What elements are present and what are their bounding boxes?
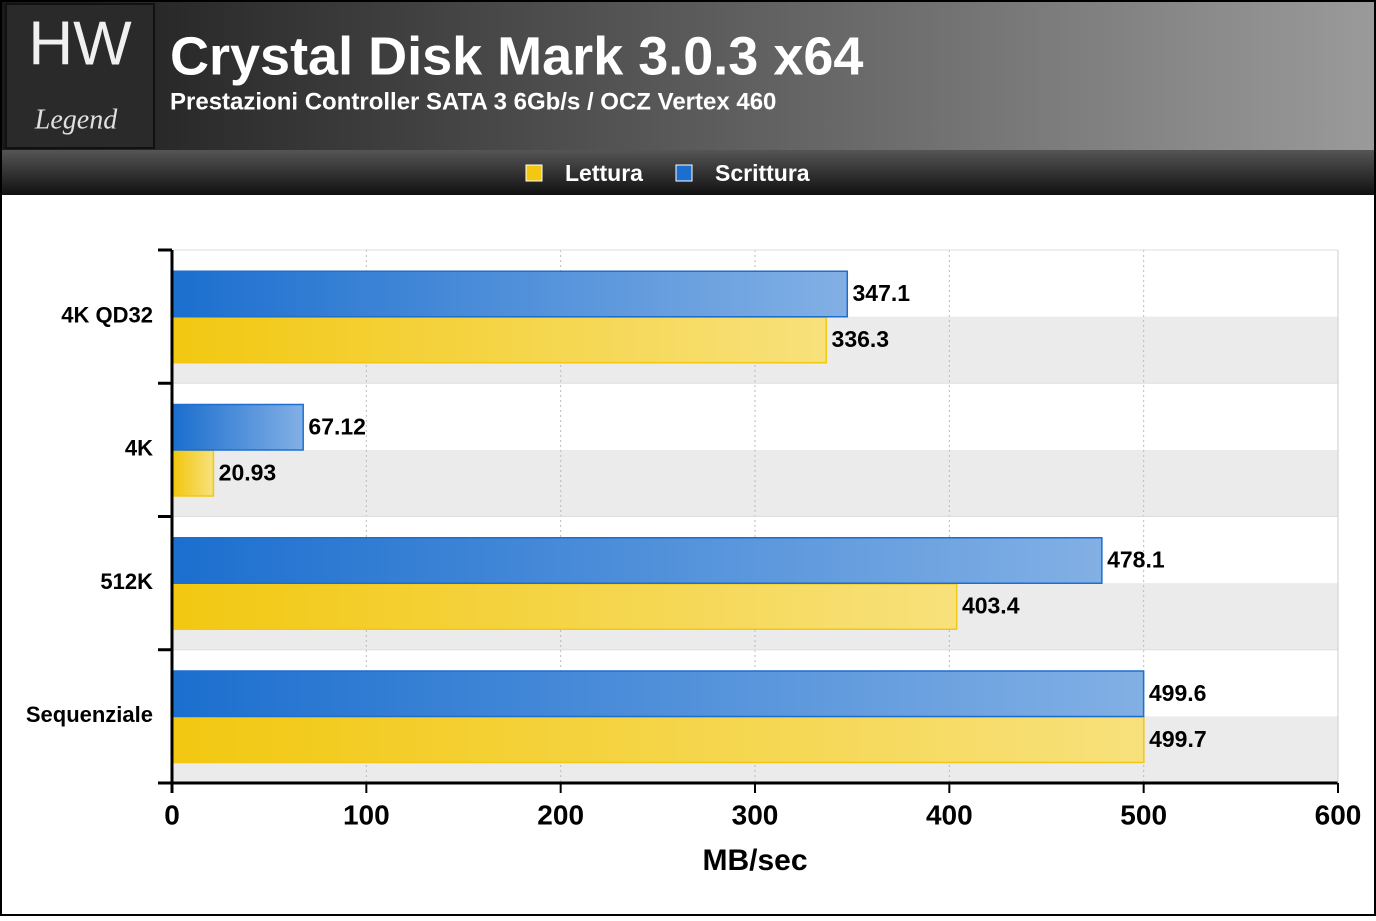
x-tick-label: 400 <box>926 799 973 830</box>
x-axis-title: MB/sec <box>702 844 807 877</box>
bar-shine <box>175 451 213 496</box>
value-label: 336.3 <box>832 326 890 352</box>
bar-shine <box>175 318 826 362</box>
logo-box <box>5 3 155 149</box>
x-tick-label: 500 <box>1120 799 1167 830</box>
logo-name: Legend <box>34 104 118 135</box>
value-label: 20.93 <box>219 459 277 485</box>
legend-swatch <box>525 164 543 182</box>
bar-shine <box>175 671 1143 716</box>
bar-shine <box>175 584 956 629</box>
logo-mark: HW <box>28 9 132 78</box>
value-label: 403.4 <box>962 593 1020 619</box>
chart-title: Crystal Disk Mark 3.0.3 x64 <box>170 26 863 86</box>
bar-shine <box>175 405 303 450</box>
bar-shine <box>175 538 1102 583</box>
header <box>2 2 1374 150</box>
legend-label: Scrittura <box>715 160 810 186</box>
x-tick-label: 0 <box>164 799 180 830</box>
y-tick-label: 4K QD32 <box>61 302 153 327</box>
y-tick-label: Sequenziale <box>26 702 153 727</box>
legend-label: Lettura <box>565 160 643 186</box>
value-label: 499.6 <box>1149 680 1207 706</box>
legend-swatch <box>675 164 693 182</box>
value-label: 499.7 <box>1149 726 1207 752</box>
x-tick-label: 600 <box>1315 799 1362 830</box>
y-tick-label: 4K <box>125 436 153 461</box>
bar-shine <box>175 717 1144 762</box>
value-label: 478.1 <box>1107 547 1165 573</box>
bar-shine <box>175 272 847 316</box>
x-tick-label: 300 <box>732 799 779 830</box>
x-tick-label: 200 <box>537 799 584 830</box>
x-tick-label: 100 <box>343 799 390 830</box>
chart-subtitle: Prestazioni Controller SATA 3 6Gb/s / OC… <box>170 88 776 115</box>
value-label: 67.12 <box>308 413 366 439</box>
value-label: 347.1 <box>853 280 911 306</box>
y-tick-label: 512K <box>100 569 153 594</box>
